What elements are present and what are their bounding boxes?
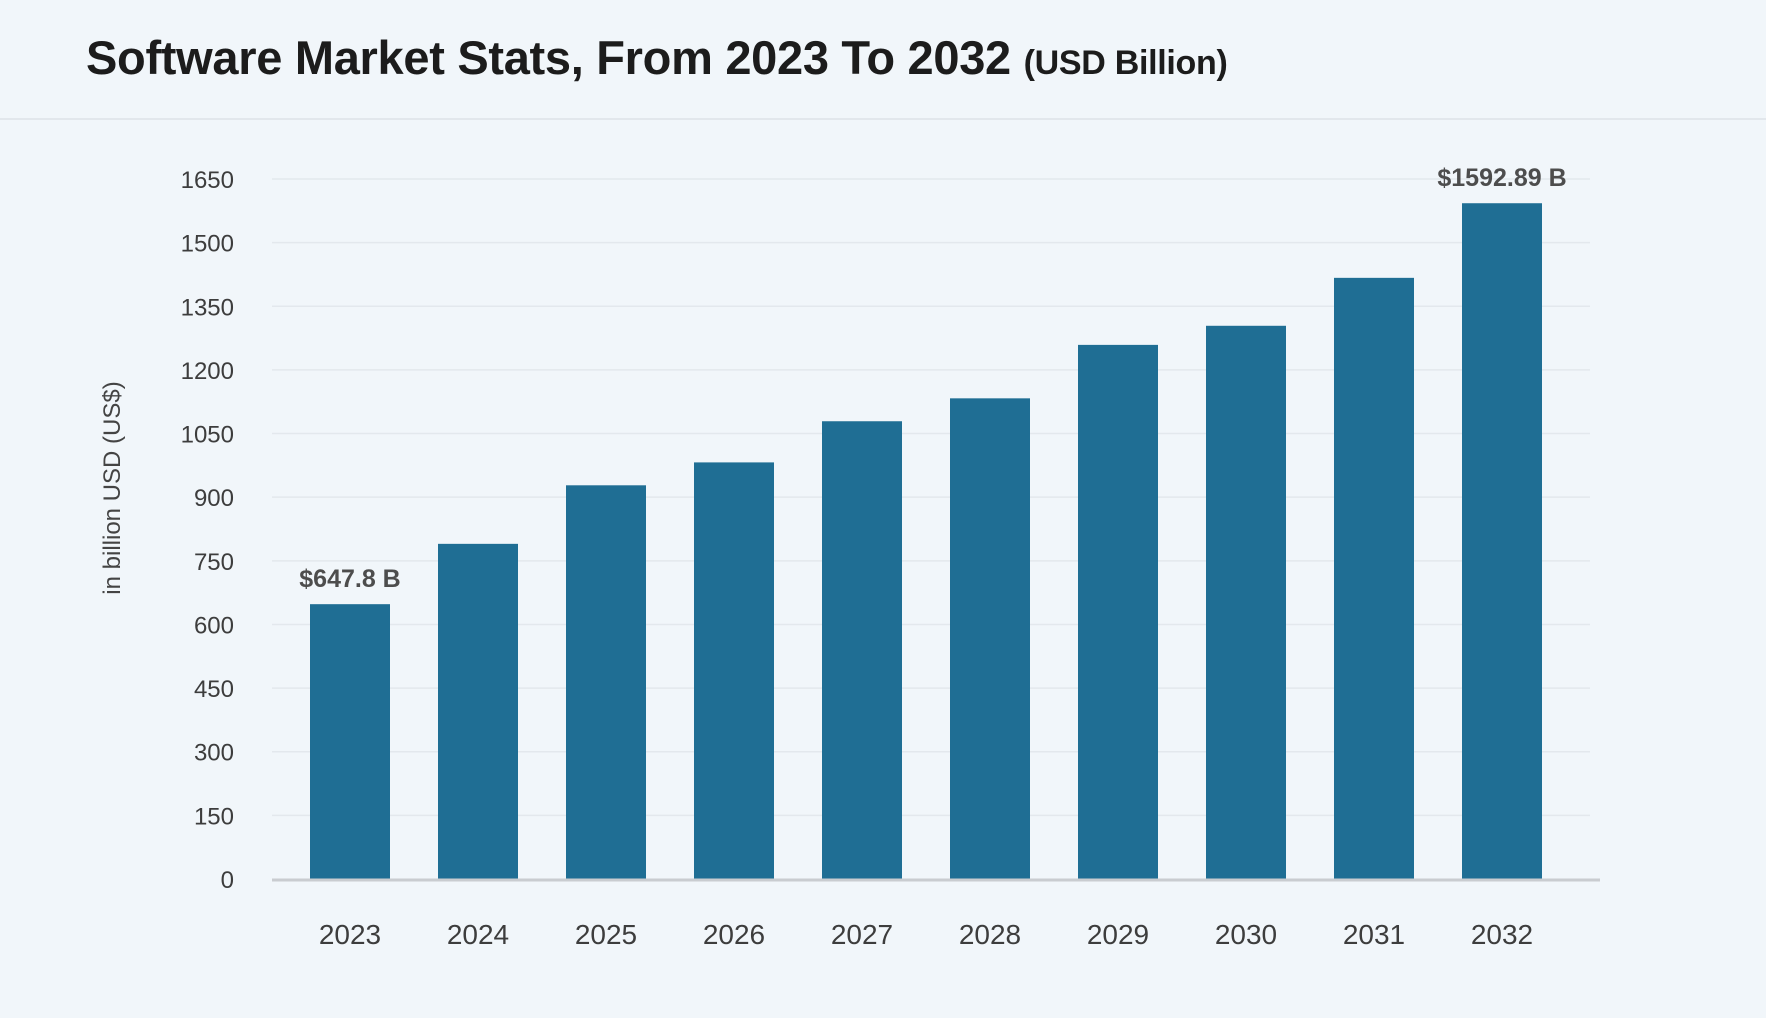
bar-2026[interactable] <box>694 462 774 879</box>
y-tick-label: 450 <box>194 676 234 703</box>
x-tick-label: 2032 <box>1471 919 1533 950</box>
bar-2031[interactable] <box>1334 277 1414 879</box>
bar-2024[interactable] <box>438 543 518 879</box>
x-tick-label: 2025 <box>575 919 637 950</box>
x-tick-label: 2024 <box>447 919 509 950</box>
y-tick-label: 600 <box>194 612 234 639</box>
x-axis-labels: 2023 2024 2025 2026 2027 2028 2029 2030 2031 2032 <box>319 919 1533 950</box>
x-tick-label: 2026 <box>703 919 765 950</box>
y-tick-label: 1500 <box>181 231 234 258</box>
bar-2025[interactable] <box>566 485 646 879</box>
data-label: $647.8 B <box>299 565 400 593</box>
data-label: $1592.89 B <box>1437 164 1566 192</box>
y-tick-label: 750 <box>194 549 234 576</box>
y-tick-label: 900 <box>194 485 234 512</box>
x-tick-label: 2029 <box>1087 919 1149 950</box>
y-tick-label: 0 <box>221 867 234 894</box>
x-tick-label: 2023 <box>319 919 381 950</box>
y-tick-label: 1350 <box>181 294 234 321</box>
bars <box>310 203 1542 880</box>
bar-2030[interactable] <box>1206 325 1286 880</box>
bar-2029[interactable] <box>1078 344 1158 879</box>
chart-header: Software Market Stats, From 2023 To 2032… <box>0 0 1766 120</box>
chart-title: Software Market Stats, From 2023 To 2032… <box>86 30 1228 85</box>
bar-2032[interactable] <box>1462 203 1542 879</box>
y-tick-label: 1650 <box>181 167 234 194</box>
y-tick-label: 1050 <box>181 422 234 449</box>
y-axis-ticks: 0 150 300 450 600 750 900 1050 1200 1350 1500 1650 <box>181 167 234 894</box>
y-tick-label: 300 <box>194 740 234 767</box>
bar-2028[interactable] <box>950 398 1030 879</box>
x-tick-label: 2031 <box>1343 919 1405 950</box>
bar-2027[interactable] <box>822 421 902 879</box>
bar-2023[interactable] <box>310 604 390 879</box>
chart-title-unit: (USD Billion) <box>1023 44 1228 82</box>
data-labels: $647.8 B $1592.89 B <box>299 164 1566 593</box>
x-tick-label: 2028 <box>959 919 1021 950</box>
y-axis-label: in billion USD (US$) <box>99 381 126 594</box>
x-tick-label: 2027 <box>831 919 893 950</box>
y-tick-label: 150 <box>194 803 234 830</box>
y-tick-label: 1200 <box>181 358 234 385</box>
chart-title-text: Software Market Stats, From 2023 To 2032 <box>86 31 1011 84</box>
x-tick-label: 2030 <box>1215 919 1277 950</box>
